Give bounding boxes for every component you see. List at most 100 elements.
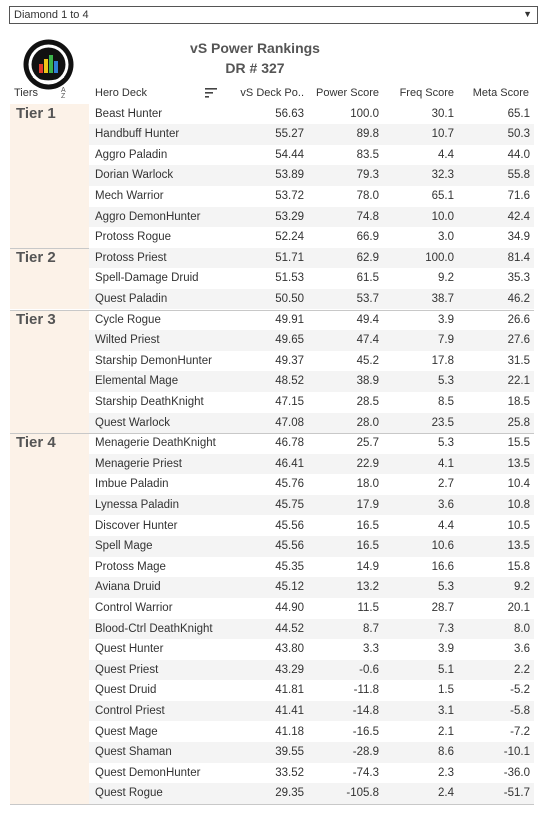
power-score-cell: 16.5: [356, 540, 379, 553]
power-score-cell: 28.5: [356, 395, 379, 408]
table-row[interactable]: Quest Hunter 43.80 3.3 3.9 3.6: [89, 639, 534, 660]
meta-score-cell: 18.5: [507, 395, 530, 408]
power-score-cell: 28.0: [356, 416, 379, 429]
table-row[interactable]: Menagerie Priest 46.41 22.9 4.1 13.5: [89, 453, 534, 475]
table-row[interactable]: Elemental Mage 48.52 38.9 5.3 22.1: [89, 371, 534, 392]
deck-name-cell: Quest Rogue: [95, 787, 163, 800]
meta-score-cell: 15.5: [507, 437, 530, 450]
table-row[interactable]: Blood-Ctrl DeathKnight 44.52 8.7 7.3 8.0: [89, 618, 534, 640]
table-row[interactable]: Handbuff Hunter 55.27 89.8 10.7 50.3: [89, 124, 534, 145]
table-row[interactable]: Spell-Damage Druid 51.53 61.5 9.2 35.3: [89, 268, 534, 289]
table-row[interactable]: Quest Rogue 29.35 -105.8 2.4 -51.7: [89, 783, 534, 804]
table-row[interactable]: Aggro Paladin 54.44 83.5 4.4 44.0: [89, 145, 534, 166]
deck-name-cell: Beast Hunter: [95, 107, 163, 120]
meta-score-cell: -51.7: [503, 787, 530, 800]
tiers-header[interactable]: Tiers: [14, 87, 39, 99]
vs-deck-power-cell: 49.37: [275, 354, 304, 367]
table-row[interactable]: Mech Warrior 53.72 78.0 65.1 71.6: [89, 186, 534, 207]
table-row[interactable]: Control Priest 41.41 -14.8 3.1 -5.8: [89, 700, 534, 722]
hero-deck-header[interactable]: Hero Deck: [95, 87, 147, 99]
table-row[interactable]: Spell Mage 45.56 16.5 10.6 13.5: [89, 536, 534, 557]
freq-score-cell: 3.0: [438, 231, 454, 244]
deck-name-cell: Menagerie DeathKnight: [95, 437, 216, 450]
deck-name-cell: Cycle Rogue: [95, 313, 161, 326]
table-row[interactable]: Starship DemonHunter 49.37 45.2 17.8 31.5: [89, 351, 534, 372]
meta-score-header[interactable]: Meta Score: [472, 87, 529, 99]
table-row[interactable]: Starship DeathKnight 47.15 28.5 8.5 18.5: [89, 392, 534, 413]
meta-score-cell: 20.1: [507, 601, 530, 614]
power-score-cell: 61.5: [356, 272, 379, 285]
power-score-cell: 8.7: [363, 622, 379, 635]
freq-score-cell: 100.0: [425, 251, 454, 264]
freq-score-cell: 23.5: [431, 416, 454, 429]
table-row[interactable]: Protoss Priest 51.71 62.9 100.0 81.4: [89, 247, 534, 269]
power-score-cell: 62.9: [356, 251, 379, 264]
table-row[interactable]: Quest Priest 43.29 -0.6 5.1 2.2: [89, 659, 534, 681]
deck-name-cell: Starship DemonHunter: [95, 354, 212, 367]
tier-group-2: Tier 2: [10, 247, 89, 310]
freq-score-cell: 32.3: [431, 169, 454, 182]
freq-score-cell: 28.7: [431, 601, 454, 614]
vs-deck-power-cell: 55.27: [275, 128, 304, 141]
meta-score-cell: 81.4: [507, 251, 530, 264]
vs-deck-power-header[interactable]: vS Deck Po..: [240, 87, 304, 99]
meta-score-cell: -36.0: [503, 766, 530, 779]
table-row[interactable]: Beast Hunter 56.63 100.0 30.1 65.1: [89, 104, 534, 125]
table-row[interactable]: Aggro DemonHunter 53.29 74.8 10.0 42.4: [89, 206, 534, 228]
power-score-cell: 100.0: [350, 107, 379, 120]
meta-score-cell: 8.0: [514, 622, 530, 635]
vs-deck-power-cell: 43.80: [275, 643, 304, 656]
meta-score-cell: 22.1: [507, 375, 530, 388]
table-row[interactable]: Discover Hunter 45.56 16.5 4.4 10.5: [89, 516, 534, 537]
meta-score-cell: 25.8: [507, 416, 530, 429]
freq-score-cell: 3.1: [438, 704, 454, 717]
tier-label: Tier 2: [16, 248, 56, 266]
table-row[interactable]: Protoss Mage 45.35 14.9 16.6 15.8: [89, 557, 534, 578]
power-score-cell: -105.8: [346, 787, 379, 800]
deck-name-cell: Menagerie Priest: [95, 457, 182, 470]
meta-score-cell: 2.2: [514, 663, 530, 676]
table-row[interactable]: Quest Mage 41.18 -16.5 2.1 -7.2: [89, 722, 534, 743]
table-row[interactable]: Control Warrior 44.90 11.5 28.7 20.1: [89, 598, 534, 619]
vs-deck-power-cell: 41.41: [275, 704, 304, 717]
power-score-cell: -14.8: [352, 704, 379, 717]
freq-score-cell: 5.1: [438, 663, 454, 676]
table-row[interactable]: Quest Shaman 39.55 -28.9 8.6 -10.1: [89, 742, 534, 763]
freq-score-header[interactable]: Freq Score: [399, 87, 454, 99]
table-row[interactable]: Cycle Rogue 49.91 49.4 3.9 26.6: [89, 310, 534, 331]
table-row[interactable]: Quest DemonHunter 33.52 -74.3 2.3 -36.0: [89, 763, 534, 784]
tier-label: Tier 1: [16, 104, 56, 122]
vs-deck-power-cell: 50.50: [275, 292, 304, 305]
vs-deck-power-cell: 56.63: [275, 107, 304, 120]
vs-deck-power-cell: 45.56: [275, 540, 304, 553]
table-row[interactable]: Lynessa Paladin 45.75 17.9 3.6 10.8: [89, 494, 534, 516]
meta-score-cell: 42.4: [507, 210, 530, 223]
deck-name-cell: Protoss Priest: [95, 251, 167, 264]
deck-name-cell: Protoss Mage: [95, 560, 166, 573]
vs-deck-power-cell: 33.52: [275, 766, 304, 779]
table-row[interactable]: Aviana Druid 45.12 13.2 5.3 9.2: [89, 577, 534, 598]
freq-score-cell: 10.0: [431, 210, 454, 223]
table-row[interactable]: Quest Warlock 47.08 28.0 23.5 25.8: [89, 412, 534, 434]
table-row[interactable]: Quest Paladin 50.50 53.7 38.7 46.2: [89, 288, 534, 310]
table-row[interactable]: Imbue Paladin 45.76 18.0 2.7 10.4: [89, 474, 534, 495]
table-row[interactable]: Wilted Priest 49.65 47.4 7.9 27.6: [89, 330, 534, 351]
vs-deck-power-cell: 41.18: [275, 725, 304, 738]
vs-deck-power-cell: 45.35: [275, 560, 304, 573]
table-row[interactable]: Quest Druid 41.81 -11.8 1.5 -5.2: [89, 680, 534, 701]
sort-icon[interactable]: [205, 88, 217, 98]
table-row[interactable]: Protoss Rogue 52.24 66.9 3.0 34.9: [89, 227, 534, 248]
table-row[interactable]: Menagerie DeathKnight 46.78 25.7 5.3 15.5: [89, 433, 534, 454]
power-score-cell: 83.5: [356, 148, 379, 161]
power-score-header[interactable]: Power Score: [316, 87, 379, 99]
freq-score-cell: 2.7: [438, 478, 454, 491]
deck-name-cell: Dorian Warlock: [95, 169, 174, 182]
power-score-cell: 18.0: [356, 478, 379, 491]
freq-score-cell: 3.9: [438, 643, 454, 656]
dropdown-arrow-icon[interactable]: ▼: [523, 9, 532, 19]
tier-group-1: Tier 1: [10, 103, 89, 248]
rank-filter-dropdown[interactable]: Diamond 1 to 4 ▼: [9, 6, 538, 24]
table-row[interactable]: Dorian Warlock 53.89 79.3 32.3 55.8: [89, 165, 534, 186]
power-score-cell: 22.9: [356, 457, 379, 470]
